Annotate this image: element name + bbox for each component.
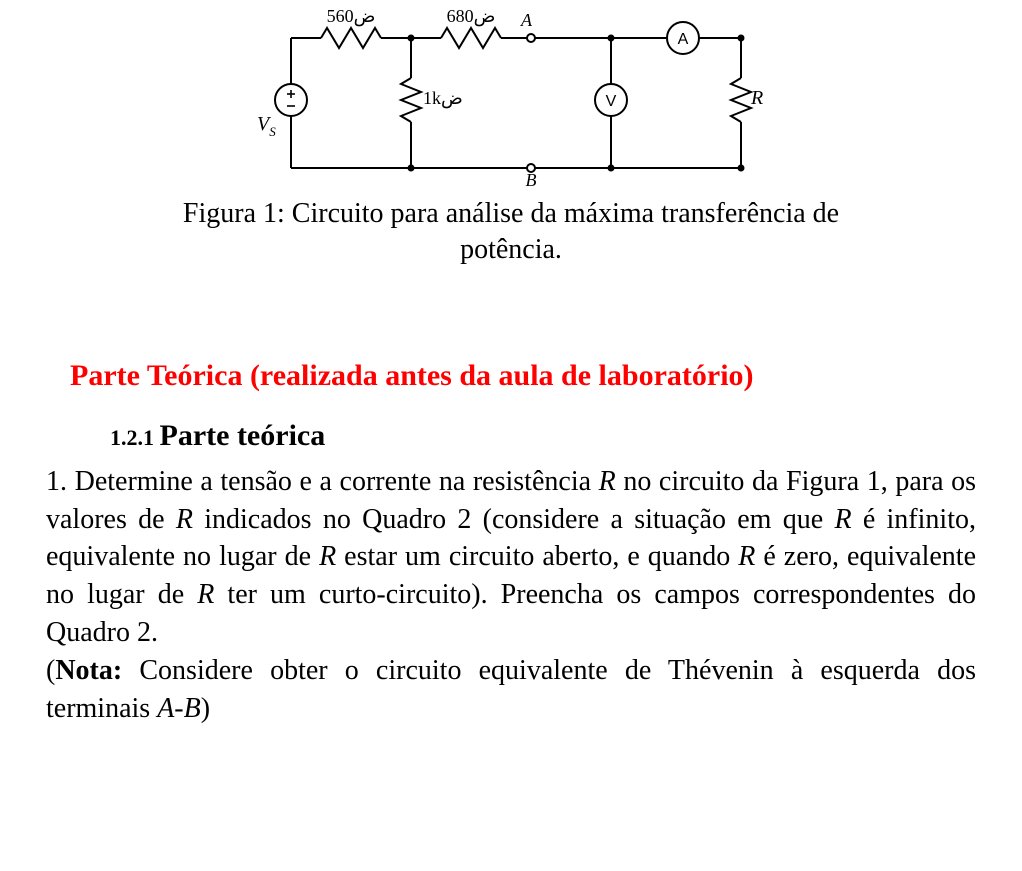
- load-r-label: R: [750, 87, 763, 109]
- note-close: ): [201, 693, 210, 724]
- r2-label: 680ض: [447, 8, 496, 27]
- item-1-R5: R: [738, 541, 755, 572]
- circuit-diagram: 560ض 680ض A B A V 1kض R VS: [251, 8, 771, 188]
- figure-caption: Figura 1: Circuito para análise da máxim…: [183, 196, 839, 269]
- caption-line2: potência.: [460, 234, 562, 265]
- node-b-label: B: [526, 170, 537, 188]
- note-open: (: [46, 655, 55, 686]
- item-1-R1: R: [599, 466, 616, 497]
- voltmeter-label: V: [606, 93, 617, 110]
- item-1-R4: R: [319, 541, 336, 572]
- note-ab: A-B: [157, 693, 201, 724]
- subsection-heading: 1.2.1 Parte teórica: [40, 419, 982, 453]
- node-a-label: A: [520, 10, 533, 30]
- subsection-number: 1.2.1: [110, 425, 154, 450]
- item-1-R2: R: [176, 504, 193, 535]
- item-1-R3: R: [834, 504, 851, 535]
- section-heading-red: Parte Teórica (realizada antes da aula d…: [40, 359, 982, 393]
- page: 560ض 680ض A B A V 1kض R VS Figura 1: Cir…: [0, 8, 1022, 871]
- r1-label: 560ض: [327, 8, 376, 27]
- item-1-number: 1.: [46, 466, 67, 497]
- item-1: 1. Determine a tensão e a corrente na re…: [40, 463, 982, 728]
- caption-line1: Figura 1: Circuito para análise da máxim…: [183, 198, 839, 229]
- item-1-text-c: indicados no Quadro 2 (considere a situa…: [193, 504, 834, 535]
- note-label: Nota:: [55, 655, 122, 686]
- item-1-R6: R: [197, 579, 214, 610]
- item-1-text-e: estar um circuito aberto, e quando: [336, 541, 738, 572]
- item-1-text-a: Determine a tensão e a corrente na resis…: [75, 466, 599, 497]
- ammeter-label: A: [678, 31, 689, 48]
- r3-label: 1kض: [423, 88, 463, 109]
- source-vs-label: VS: [257, 113, 276, 139]
- figure-1: 560ض 680ض A B A V 1kض R VS Figura 1: Cir…: [40, 8, 982, 269]
- subsection-title-text: Parte teórica: [160, 419, 326, 452]
